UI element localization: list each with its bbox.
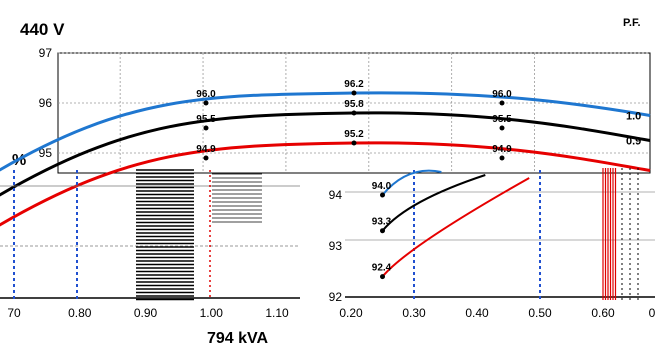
upper-y-tick-0: 97 bbox=[39, 46, 53, 60]
data-label-0.8-2: 94.9 bbox=[492, 144, 512, 155]
lower-right-grid bbox=[413, 168, 639, 300]
data-label-0.8-0: 94.9 bbox=[196, 144, 216, 155]
data-point-1.0-1 bbox=[351, 90, 357, 96]
lower-right-y-ticks: 94 93 92 bbox=[329, 188, 343, 304]
data-point-1.0-0 bbox=[203, 100, 209, 106]
legend-title: P.F. bbox=[623, 17, 641, 29]
data-point-0.9-2 bbox=[499, 125, 505, 131]
data-label-1.0-2: 96.0 bbox=[492, 89, 512, 100]
legend-entry-1.0: 1.0 bbox=[626, 111, 641, 123]
data-label-0.9-2: 95.5 bbox=[492, 114, 512, 125]
data-point-0.9-0 bbox=[203, 125, 209, 131]
data-label-0.8-1: 95.2 bbox=[344, 129, 364, 140]
data-point-0.8-0 bbox=[203, 155, 209, 161]
lr-data-point-0.8 bbox=[380, 274, 385, 280]
ll-x-tick-2: 0.90 bbox=[134, 306, 158, 320]
lr-x-tick-4: 0.60 bbox=[591, 306, 615, 320]
data-label-0.9-0: 95.5 bbox=[196, 114, 216, 125]
lr-x-tick-5: 0 bbox=[649, 306, 656, 320]
lr-data-point-0.9 bbox=[380, 228, 385, 234]
legend: 1.0 0.9 bbox=[626, 111, 641, 148]
upper-y-ticks: 97 96 95 bbox=[39, 46, 53, 160]
data-label-1.0-0: 96.0 bbox=[196, 89, 216, 100]
ll-x-tick-1: 0.80 bbox=[68, 306, 92, 320]
lr-data-label-1.0: 94.0 bbox=[372, 181, 392, 192]
upper-y-tick-2: 95 bbox=[39, 146, 53, 160]
ll-x-tick-3: 1.00 bbox=[200, 306, 224, 320]
series-line-0.8 bbox=[0, 141, 651, 227]
lr-y-tick-0: 94 bbox=[329, 188, 343, 202]
data-point-0.8-2 bbox=[499, 155, 505, 161]
chart-title: 440 V bbox=[20, 20, 65, 39]
upper-y-tick-1: 96 bbox=[39, 96, 53, 110]
lower-left-artifacts bbox=[13, 169, 262, 301]
lr-x-tick-1: 0.30 bbox=[402, 306, 426, 320]
lower-left-x-ticks: 70 0.80 0.90 1.00 1.10 bbox=[7, 306, 289, 320]
legend-entry-0.9: 0.9 bbox=[626, 136, 641, 148]
lr-data-point-1.0 bbox=[380, 192, 385, 198]
lower-right-x-ticks: 0.20 0.30 0.40 0.50 0.60 0 bbox=[339, 306, 655, 320]
ll-x-tick-0: 70 bbox=[7, 306, 21, 320]
data-point-0.8-1 bbox=[351, 140, 357, 146]
lower-right-series: 94.0 93.3 92.4 bbox=[372, 169, 530, 280]
lr-data-label-0.9: 93.3 bbox=[372, 217, 392, 228]
lr-x-tick-0: 0.20 bbox=[339, 306, 363, 320]
lr-x-tick-3: 0.50 bbox=[528, 306, 552, 320]
lr-series-line-0.8 bbox=[381, 177, 530, 278]
data-point-1.0-2 bbox=[499, 100, 505, 106]
lr-series-line-1.0 bbox=[381, 169, 442, 196]
lr-y-tick-1: 93 bbox=[329, 239, 343, 253]
lr-series-line-0.9 bbox=[381, 174, 486, 232]
lr-data-label-0.8: 92.4 bbox=[372, 263, 392, 274]
x-axis-label: 794 kVA bbox=[207, 330, 269, 347]
data-label-1.0-1: 96.2 bbox=[344, 79, 364, 90]
upper-series: 96.0 96.2 96.0 95.5 95.8 95.5 94.9 95.2 94.9 bbox=[0, 79, 651, 227]
data-label-0.9-1: 95.8 bbox=[344, 99, 364, 110]
series-line-1.0 bbox=[0, 91, 651, 172]
lr-y-tick-2: 92 bbox=[329, 290, 343, 304]
data-point-0.9-1 bbox=[351, 110, 357, 116]
ll-x-tick-4: 1.10 bbox=[265, 306, 289, 320]
lr-x-tick-2: 0.40 bbox=[465, 306, 489, 320]
